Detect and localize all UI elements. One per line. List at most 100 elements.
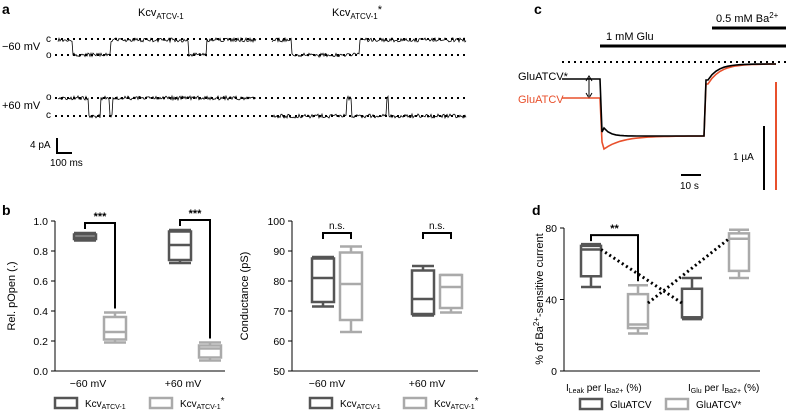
legend-swatch-wt [53, 396, 79, 410]
panel-letter-a: a [2, 1, 10, 17]
d-xlabel-1: ILeak per IBa2+ (%) [566, 383, 642, 395]
y-tick-label: 90 [273, 246, 285, 258]
ba-label: 0.5 mM Ba2+ [716, 11, 779, 25]
y-tick-label: 80 [545, 223, 557, 235]
box-iqr [626, 292, 650, 330]
significance-label: ** [610, 223, 619, 235]
b-left-ylabel: Rel. pOpen (.) [6, 261, 18, 330]
significance-bracket [422, 232, 452, 239]
panel-a-col2-label: KcvATCV-1* [332, 4, 383, 21]
trace-wt-neg60 [57, 36, 257, 58]
trace-gluatcv-star [562, 63, 776, 137]
voltage-label-row1: −60 mV [2, 41, 41, 53]
state-label-row1-upper: c [46, 34, 51, 45]
y-tick-label: 40 [545, 295, 557, 307]
panel-letter-c: c [534, 1, 542, 17]
y-tick-label: 0.8 [33, 246, 48, 258]
box-b-1 [438, 273, 464, 314]
panel-letter-d: d [532, 202, 541, 218]
box-b-1 [727, 228, 751, 280]
y-tick-label: 1.0 [33, 216, 48, 228]
box-a-1 [680, 276, 704, 321]
y-tick-label: 0.6 [33, 276, 48, 288]
y-tick-label: 50 [273, 366, 285, 378]
box-a-0 [310, 255, 336, 308]
trace-mut-pos60 [271, 95, 467, 120]
trace-mut-neg60 [271, 36, 467, 58]
box-b-1 [197, 341, 223, 362]
trace-label-wt: GluATCV [518, 94, 564, 106]
significance-label: n.s. [329, 221, 345, 232]
trace-wt-pos60 [57, 94, 257, 119]
legend-label-mut: KcvATCV-1* [180, 396, 225, 411]
trend-line-gluatcv-star [647, 237, 730, 305]
x-tick-label: +60 mV [409, 378, 445, 390]
panel-b: b Rel. pOpen (.) 0.0 0.2 0.4 0.6 0.8 1.0 −60 … [2, 202, 479, 411]
y-tick-label: 60 [273, 336, 285, 348]
significance-bracket [322, 232, 352, 239]
significance-bracket [179, 219, 211, 339]
box-b-0 [626, 283, 650, 335]
chart-d: % of Ba2+-sensitive current 0 40 80 ** ILe… [532, 223, 760, 395]
chart-b-right: Conductance (pS) 50 60 70 80 90 100 −60 mV +60… [239, 216, 478, 390]
legend-b-right: KcvATCV-1 KcvATCV-1* [308, 396, 479, 411]
trace-label-star: GluATCV* [518, 71, 569, 83]
box-a-1 [410, 264, 436, 317]
box-iqr [727, 232, 751, 273]
scale-time-c: 10 s [680, 181, 699, 192]
y-tick-label: 80 [273, 276, 285, 288]
legend-label-gluatcv-star: GluATCV* [696, 400, 741, 411]
x-tick-label: −60 mV [70, 378, 106, 390]
legend-label-gluatcv: GluATCV [610, 400, 652, 411]
scale-time-a: 100 ms [50, 158, 83, 169]
significance-label: n.s. [429, 221, 445, 232]
legend-label-wt-2: KcvATCV-1 [340, 399, 381, 411]
significance-bracket [84, 222, 116, 309]
panel-c: c 1 mM Glu 0.5 mM Ba2+ GluATCV* GluATCV … [518, 1, 786, 192]
x-tick-label: +60 mV [165, 378, 201, 390]
state-label-row2-lower: c [46, 110, 51, 121]
box-iqr [338, 251, 364, 322]
x-tick-label: −60 mV [309, 378, 345, 390]
significance-label: *** [94, 211, 108, 223]
d-ylabel: % of Ba2+-sensitive current [532, 233, 546, 364]
box-a-1 [167, 228, 193, 265]
y-tick-label: 0.2 [33, 336, 48, 348]
legend-swatch-gluatcv-star [664, 397, 690, 411]
box-a-0 [72, 231, 98, 242]
d-xlabel-2: IGlu per IBa2+ (%) [688, 383, 759, 395]
significance-label: *** [189, 208, 203, 220]
box-b-0 [102, 311, 128, 344]
panel-a: a KcvATCV-1 KcvATCV-1* −60 mV +60 mV c o… [2, 1, 468, 169]
trend-line-gluatcv [600, 248, 683, 305]
scale-current-c: 1 µA [733, 152, 754, 163]
y-tick-label: 0.4 [33, 306, 48, 318]
legend-swatch-mut-2 [402, 396, 428, 410]
scale-bar-a [56, 138, 72, 154]
y-tick-label: 0.0 [33, 366, 48, 378]
significance-bracket [590, 234, 639, 282]
box-iqr [680, 287, 704, 319]
chart-b-left: Rel. pOpen (.) 0.0 0.2 0.4 0.6 0.8 1.0 −60 mV… [6, 208, 225, 390]
legend-swatch-mut [148, 396, 174, 410]
voltage-label-row2: +60 mV [2, 100, 41, 112]
legend-b-left: KcvATCV-1 KcvATCV-1* [53, 396, 225, 411]
legend-d: GluATCV GluATCV* [578, 397, 741, 411]
b-right-ylabel: Conductance (pS) [239, 252, 251, 341]
state-label-row2-upper: o [46, 92, 52, 103]
box-b-0 [338, 245, 364, 334]
state-label-row1-lower: o [46, 50, 52, 61]
legend-label-wt: KcvATCV-1 [85, 399, 126, 411]
box-a-0 [579, 242, 603, 289]
panel-a-col1-label: KcvATCV-1 [138, 7, 184, 21]
box-iqr [410, 269, 436, 316]
legend-swatch-wt-2 [308, 396, 334, 410]
box-iqr [579, 244, 603, 278]
panel-d: d % of Ba2+-sensitive current 0 40 80 ** I… [532, 202, 760, 411]
box-iqr [102, 315, 128, 341]
y-tick-label: 0 [551, 366, 557, 378]
glu-label: 1 mM Glu [606, 31, 654, 43]
scale-current-a: 4 pA [30, 140, 51, 151]
box-iqr [438, 273, 464, 310]
legend-swatch-gluatcv [578, 397, 604, 411]
